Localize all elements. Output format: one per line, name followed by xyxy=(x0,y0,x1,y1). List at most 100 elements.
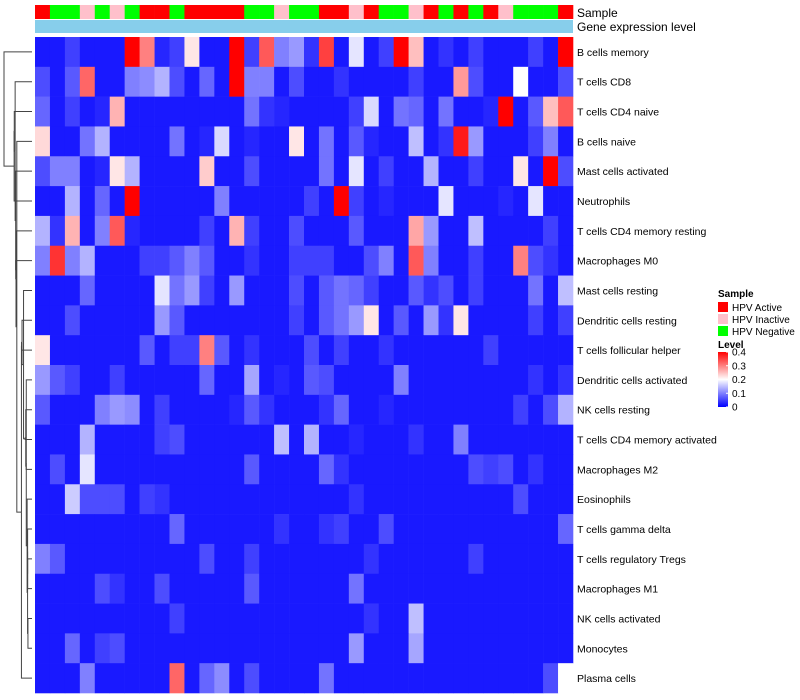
heatmap-cell xyxy=(49,186,66,217)
heatmap-cell xyxy=(154,514,170,545)
heatmap-cell xyxy=(109,663,125,694)
heatmap-cell xyxy=(184,394,200,425)
row-label: Dendritic cells resting xyxy=(577,315,677,327)
heatmap-cell xyxy=(453,424,469,455)
heatmap-cell xyxy=(35,245,51,276)
dendrogram-branch xyxy=(3,109,15,167)
heatmap-cell xyxy=(333,603,350,634)
dendrogram-branch xyxy=(27,528,32,552)
heatmap-cell xyxy=(483,305,499,336)
heatmap-cell xyxy=(423,633,439,664)
heatmap-cell xyxy=(199,96,215,127)
heatmap-cell xyxy=(453,37,469,68)
heatmap-cell xyxy=(139,603,155,634)
heatmap-cell xyxy=(244,484,260,515)
heatmap-cell xyxy=(79,543,96,575)
heatmap-cell xyxy=(378,603,394,634)
heatmap-cell xyxy=(109,335,125,366)
heatmap-cell xyxy=(543,603,559,634)
heatmap-cell xyxy=(64,514,81,545)
heatmap-cell xyxy=(244,663,260,694)
heatmap-cell xyxy=(64,245,81,276)
heatmap-cell xyxy=(318,126,335,157)
heatmap-cell xyxy=(378,186,394,217)
heatmap-cell xyxy=(259,603,275,634)
heatmap-cell xyxy=(184,663,200,694)
heatmap-cell xyxy=(528,156,544,187)
heatmap-cell xyxy=(333,365,350,396)
heatmap-cell xyxy=(468,215,484,247)
heatmap-cell xyxy=(139,573,155,604)
legend-swatch xyxy=(718,326,728,336)
heatmap-cell xyxy=(229,365,245,396)
heatmap-cell xyxy=(438,96,454,127)
heatmap-cell xyxy=(35,603,51,634)
heatmap-cell xyxy=(348,126,365,157)
heatmap-cell xyxy=(154,126,170,157)
heatmap-cell xyxy=(124,484,140,515)
heatmap-cell xyxy=(229,186,245,217)
heatmap-cell xyxy=(184,514,200,545)
heatmap-cell xyxy=(199,215,215,247)
heatmap-cell xyxy=(528,394,544,425)
heatmap-cell xyxy=(35,394,51,425)
legend-tick-label: 0.4 xyxy=(732,348,746,359)
heatmap-cell xyxy=(363,305,380,336)
heatmap-cell xyxy=(79,424,96,455)
heatmap-cell xyxy=(244,394,260,425)
sample-annotation-cell xyxy=(528,5,544,19)
heatmap-cell xyxy=(318,484,335,515)
heatmap-cell xyxy=(64,156,81,187)
heatmap-cell xyxy=(438,573,454,604)
dendrogram-branch xyxy=(15,260,32,270)
heatmap-cell xyxy=(139,365,155,396)
heatmap-cell xyxy=(453,275,469,306)
heatmap-cell xyxy=(64,335,81,366)
dendrogram-branch xyxy=(23,289,32,365)
heatmap-cell xyxy=(498,66,514,97)
heatmap-cell xyxy=(259,573,275,604)
dendrogram-branch xyxy=(24,438,32,441)
heatmap-cell xyxy=(468,514,484,545)
heatmap-cell xyxy=(318,245,335,276)
heatmap-cell xyxy=(199,66,215,97)
heatmap-cell xyxy=(363,603,380,634)
heatmap-cell xyxy=(154,305,170,336)
sample-annotation-cell xyxy=(558,5,574,19)
heatmap-cell xyxy=(333,126,350,157)
heatmap-cell xyxy=(543,663,559,694)
heatmap-cell xyxy=(483,215,499,247)
heatmap-cell xyxy=(35,335,51,366)
heatmap-cell xyxy=(184,305,200,336)
heatmap-cell xyxy=(408,573,424,604)
heatmap-cell xyxy=(35,573,51,604)
heatmap-cell xyxy=(94,633,111,664)
heatmap-cell xyxy=(259,454,275,485)
legend-item-label: HPV Active xyxy=(732,303,782,314)
heatmap-cell xyxy=(304,37,320,68)
heatmap-cell xyxy=(184,633,200,664)
heatmap-cell xyxy=(124,37,140,68)
heatmap-cell xyxy=(259,484,275,515)
heatmap-cell xyxy=(214,37,230,68)
heatmap-cell xyxy=(423,245,439,276)
heatmap-cell xyxy=(453,484,469,515)
heatmap-cell xyxy=(109,66,125,97)
heatmap-cell xyxy=(528,543,544,575)
heatmap-cell xyxy=(274,66,290,97)
sample-annotation-cell xyxy=(259,5,275,19)
heatmap-cell xyxy=(244,215,260,247)
heatmap-cell xyxy=(453,633,469,664)
heatmap-cell xyxy=(154,394,170,425)
heatmap-cell xyxy=(229,454,245,485)
heatmap-cell xyxy=(259,365,275,396)
heatmap-cell xyxy=(408,484,424,515)
heatmap-cell xyxy=(35,424,51,455)
heatmap-cell xyxy=(408,335,424,366)
heatmap-cell xyxy=(64,37,81,68)
heatmap-cell xyxy=(259,66,275,97)
heatmap-cell xyxy=(468,543,484,575)
heatmap-cell xyxy=(483,275,499,306)
heatmap-cell xyxy=(378,573,394,604)
row-label: T cells follicular helper xyxy=(577,345,681,357)
